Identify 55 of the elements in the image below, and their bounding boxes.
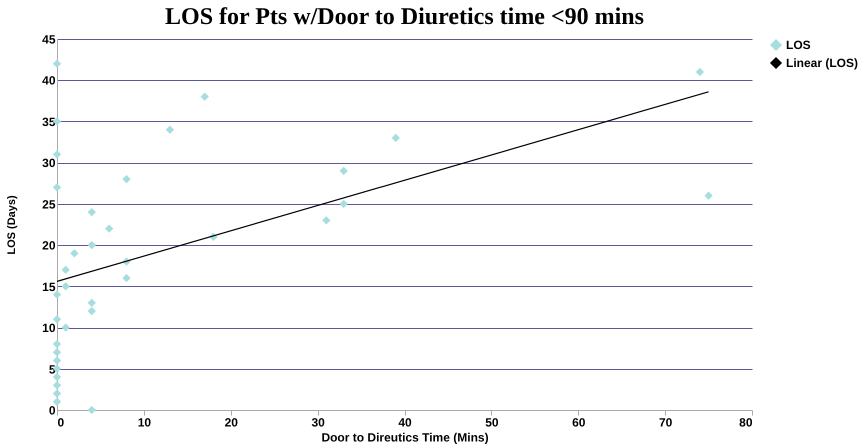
- y-tick-label: 20: [42, 238, 56, 253]
- point: [52, 381, 62, 390]
- x-tick-label: 50: [485, 416, 499, 430]
- point: [52, 398, 62, 406]
- x-tick-label: 60: [572, 416, 586, 430]
- y-tick-label: 35: [42, 114, 56, 129]
- y-tick-label: 40: [42, 74, 56, 88]
- y-tick-label: 25: [42, 197, 56, 212]
- point: [88, 298, 96, 308]
- point: [104, 224, 114, 233]
- x-tick-label: 80: [739, 416, 753, 430]
- point: [166, 126, 174, 134]
- y-tick-label: 0: [48, 404, 56, 418]
- point: [122, 174, 131, 184]
- point: [62, 323, 70, 332]
- point: [200, 92, 209, 101]
- x-tick-label: 70: [658, 416, 673, 430]
- point: [322, 216, 330, 225]
- point: [52, 290, 62, 299]
- y-tick-label: 30: [42, 156, 56, 170]
- x-tick-label: 0: [58, 416, 64, 430]
- point: [52, 372, 62, 382]
- x-tick-label: 30: [311, 416, 326, 430]
- y-tick-label: 10: [42, 321, 56, 336]
- point: [88, 208, 96, 216]
- point: [340, 200, 348, 208]
- chart-title: LOS for Pts w/Door to Diuretics time <90 mins: [165, 4, 644, 30]
- x-tick-label: 20: [224, 416, 238, 430]
- point: [52, 183, 62, 192]
- point: [52, 315, 62, 324]
- x-tick-label: 40: [398, 416, 412, 430]
- point: [122, 274, 131, 282]
- point: [52, 356, 62, 365]
- point: [62, 266, 70, 274]
- point: [340, 166, 348, 176]
- legend-label: Linear (LOS): [786, 56, 858, 70]
- point: [88, 406, 96, 414]
- point: [88, 240, 96, 250]
- point: [52, 340, 62, 348]
- x-tick-label: 10: [138, 416, 152, 430]
- point: [52, 348, 62, 356]
- point: [62, 282, 70, 291]
- point: [70, 249, 79, 258]
- point: [52, 60, 62, 68]
- point: [704, 191, 713, 200]
- legend-label: LOS: [786, 38, 811, 52]
- x-axis-title: Door to Direutics Time (Mins): [321, 430, 489, 444]
- y-axis-title: LOS (Days): [6, 195, 18, 255]
- point: [52, 150, 62, 159]
- y-tick-label: 45: [42, 32, 56, 46]
- point: [88, 306, 96, 316]
- point: [696, 68, 704, 76]
- point: [392, 134, 400, 142]
- point: [52, 389, 62, 398]
- y-tick-label: 15: [42, 280, 56, 294]
